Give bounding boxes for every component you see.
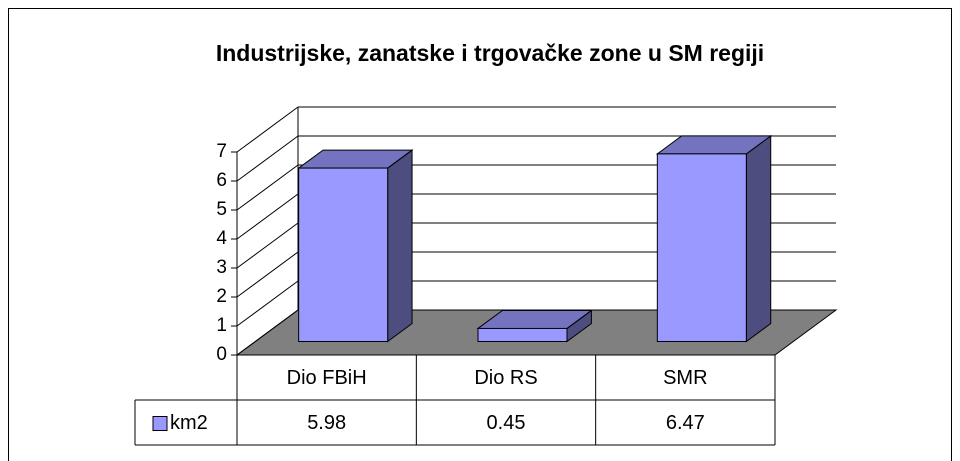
table-value: 0.45: [487, 412, 526, 434]
table-value: 6.47: [666, 412, 705, 434]
grid-line: [236, 280, 299, 327]
grid-line: [236, 135, 299, 182]
grid-line: [236, 309, 299, 356]
grid-line: [236, 251, 299, 298]
x-tick-label: SMR: [663, 367, 707, 389]
bar: [656, 153, 747, 342]
y-tick-label: 3: [216, 257, 227, 278]
x-tick-label: Dio RS: [474, 367, 537, 389]
chart-border: [8, 8, 952, 461]
grid-line: [236, 106, 299, 153]
chart-title: Industrijske, zanatske i trgovačke zone …: [216, 40, 764, 66]
grid-line: [236, 164, 299, 211]
bar: [298, 167, 389, 342]
y-tick-label: 5: [216, 199, 227, 220]
y-tick-label: 2: [216, 286, 227, 307]
x-tick-label: Dio FBiH: [287, 367, 367, 389]
legend-swatch: [152, 416, 168, 431]
bar-side: [745, 134, 772, 343]
legend-label: km2: [170, 412, 208, 434]
bar: [477, 327, 568, 343]
grid-line: [236, 222, 299, 269]
y-tick-label: 7: [216, 141, 227, 162]
y-tick-label: 6: [216, 170, 227, 191]
table-value: 5.98: [307, 412, 346, 434]
grid-line: [236, 193, 299, 240]
y-tick-label: 4: [216, 228, 227, 249]
bar-side: [387, 149, 413, 343]
y-tick-label: 1: [216, 315, 227, 336]
y-tick-label: 0: [216, 344, 227, 365]
